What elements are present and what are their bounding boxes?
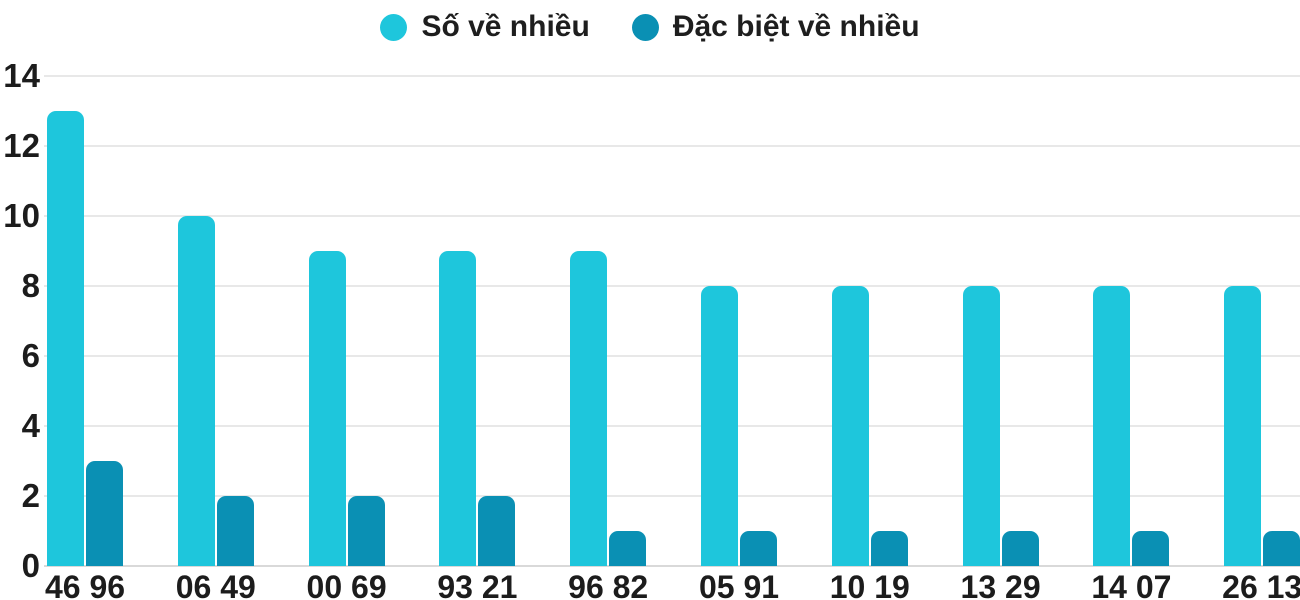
bar-so-ve-nhieu <box>1093 286 1131 566</box>
x-axis-label: 93 21 <box>437 569 518 600</box>
bar-so-ve-nhieu <box>962 286 1000 566</box>
bar-dac-biet-ve-nhieu <box>1001 531 1039 566</box>
legend-item-dac-biet-ve-nhieu[interactable]: Đặc biệt về nhiều <box>631 10 920 43</box>
bar-so-ve-nhieu <box>47 111 84 566</box>
gridline <box>44 495 1300 497</box>
y-axis-tick-label: 8 <box>21 267 40 304</box>
bar-dac-biet-ve-nhieu <box>347 496 385 566</box>
legend: Số về nhiều Đặc biệt về nhiều <box>0 11 1300 43</box>
bar-so-ve-nhieu <box>831 286 869 566</box>
x-axis-label: 14 07 <box>1091 569 1172 600</box>
x-axis-label: 05 91 <box>698 569 780 600</box>
legend-label-so-ve-nhieu: Số về nhiều <box>421 10 590 43</box>
x-axis-label: 06 49 <box>175 569 256 600</box>
x-axis-baseline <box>44 565 1300 567</box>
bar-dac-biet-ve-nhieu <box>86 461 123 566</box>
y-axis-tick-label: 14 <box>3 57 40 94</box>
bar-so-ve-nhieu <box>701 286 738 566</box>
bar-dac-biet-ve-nhieu <box>478 496 516 566</box>
x-axis-label: 46 96 <box>44 569 126 600</box>
bar-dac-biet-ve-nhieu <box>1132 531 1170 566</box>
bar-dac-biet-ve-nhieu <box>870 531 908 566</box>
legend-dot-so-ve-nhieu-icon <box>380 13 408 41</box>
y-axis-tick-label: 6 <box>21 337 40 374</box>
bar-dac-biet-ve-nhieu <box>216 496 254 566</box>
bar-dac-biet-ve-nhieu <box>1263 531 1300 566</box>
y-axis-tick-label: 10 <box>3 197 40 234</box>
gridline <box>44 285 1300 287</box>
y-axis-tick-label: 4 <box>21 407 40 444</box>
bar-so-ve-nhieu <box>177 216 215 566</box>
x-axis-label: 26 13 <box>1222 569 1300 600</box>
x-axis-label: 96 82 <box>568 569 649 600</box>
bar-so-ve-nhieu <box>439 251 477 566</box>
bar-dac-biet-ve-nhieu <box>740 531 777 566</box>
bar-so-ve-nhieu <box>570 251 608 566</box>
y-axis-tick-label: 12 <box>3 127 40 164</box>
gridline <box>44 145 1300 147</box>
gridline <box>44 425 1300 427</box>
y-axis-tick-label: 2 <box>21 477 40 514</box>
legend-item-so-ve-nhieu[interactable]: Số về nhiều <box>380 10 590 43</box>
gridline <box>44 75 1300 77</box>
bar-so-ve-nhieu <box>308 251 346 566</box>
bar-dac-biet-ve-nhieu <box>609 531 647 566</box>
y-axis-tick-label: 0 <box>21 547 40 584</box>
x-axis-label: 00 69 <box>306 569 387 600</box>
gridline <box>44 355 1300 357</box>
legend-dot-dac-biet-ve-nhieu-icon <box>631 13 659 41</box>
legend-label-dac-biet-ve-nhieu: Đặc biệt về nhiều <box>672 10 920 43</box>
x-axis-label: 13 29 <box>960 569 1041 600</box>
gridline <box>44 215 1300 217</box>
x-axis-label: 10 19 <box>829 569 910 600</box>
bar-so-ve-nhieu <box>1224 286 1262 566</box>
